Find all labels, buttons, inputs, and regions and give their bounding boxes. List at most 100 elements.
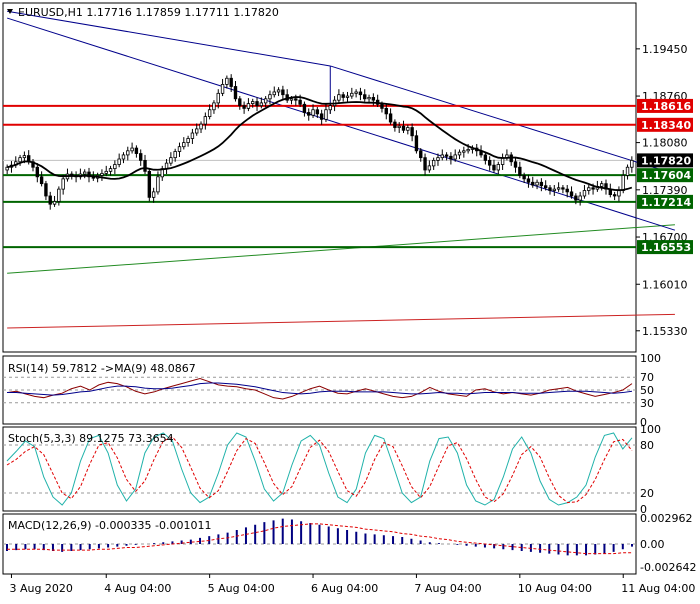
rsi-ytick-label-1: 70: [640, 371, 654, 384]
xtick-label-3: 6 Aug 04:00: [311, 582, 378, 595]
xtick-label-5: 10 Aug 04:00: [518, 582, 592, 595]
candle-body-98: [427, 165, 432, 171]
main-ytick-label-0: 1.19450: [642, 43, 688, 56]
current-price-badge-bg: [637, 153, 693, 168]
candle-body-113: [492, 164, 496, 171]
candle-body-93: [406, 127, 410, 131]
candle-body-50: [220, 84, 225, 94]
candle-body-144: [625, 166, 630, 176]
candle-body-128: [556, 187, 561, 190]
candle-body-85: [371, 97, 376, 101]
candle-body-126: [548, 187, 552, 191]
candle-body-26: [117, 158, 121, 165]
candle-body-62: [272, 91, 276, 96]
xtick-label-1: 4 Aug 04:00: [104, 582, 171, 595]
candle-body-141: [612, 194, 617, 197]
candle-body-87: [380, 103, 384, 109]
candle-body-33: [147, 170, 152, 198]
candle-body-131: [569, 191, 574, 197]
candle-body-53: [233, 86, 238, 100]
title-arrow-icon: [7, 9, 13, 14]
candle-body-133: [578, 195, 582, 201]
support-badge-0-label: 1.17604: [641, 169, 691, 182]
candle-body-130: [565, 188, 569, 193]
rsi-series-1: [7, 382, 633, 396]
candle-body-80: [350, 92, 354, 97]
stoch-ytick-label-3: 0: [640, 503, 647, 516]
candle-body-32: [143, 159, 147, 172]
candle-body-55: [242, 105, 246, 109]
candle-body-83: [363, 94, 367, 100]
candle-body-13: [61, 178, 65, 190]
xtick-label-4: 7 Aug 04:00: [414, 582, 481, 595]
candle-body-57: [251, 101, 255, 104]
candle-body-9: [44, 183, 48, 197]
pane-frame-rsi: [2, 355, 637, 425]
candle-body-122: [531, 181, 535, 186]
trendline-red: [7, 313, 675, 329]
candle-body-77: [337, 94, 341, 101]
channel-upper-line-a: [7, 10, 331, 67]
candle-body-58: [255, 101, 259, 107]
candle-body-104: [453, 154, 457, 160]
resistance-badge-1-label: 1.18340: [641, 119, 691, 132]
rsi-ytick-label-0: 100: [640, 352, 661, 365]
candle-body-74: [324, 109, 328, 120]
candle-body-103: [449, 155, 453, 160]
candle-body-64: [281, 89, 285, 96]
rsi-ytick-label-4: 0: [640, 416, 647, 429]
support-badge-2-bg: [637, 240, 693, 255]
candle-body-29: [130, 147, 134, 152]
candle-body-91: [397, 125, 401, 128]
candle-body-79: [345, 95, 350, 98]
xtick-label-6: 11 Aug 04:00: [621, 582, 695, 595]
candle-body-59: [259, 102, 264, 107]
main-title: EURUSD,H1 1.17716 1.17859 1.17711 1.1782…: [18, 6, 279, 19]
candle-body-125: [543, 185, 548, 189]
macd-title: MACD(12,26,9) -0.000335 -0.001011: [8, 519, 211, 532]
stoch-ytick-label-1: 80: [640, 439, 654, 452]
candle-body-73: [319, 113, 324, 120]
candle-body-71: [311, 109, 315, 116]
main-ytick-label-6: 1.15330: [642, 325, 688, 338]
candle-body-106: [462, 150, 466, 153]
macd-ytick-label-2: -0.002642: [640, 561, 696, 574]
candle-body-120: [522, 175, 526, 180]
candle-body-31: [139, 153, 143, 161]
candle-body-66: [289, 98, 294, 101]
pane-frame-main: [2, 2, 637, 353]
candle-body-10: [48, 195, 52, 205]
stoch-title: Stoch(5,3,3) 89.1275 73.3654: [8, 432, 174, 445]
candle-body-41: [182, 142, 186, 148]
candle-body-112: [487, 159, 492, 166]
trendline-green: [7, 224, 675, 274]
candle-body-42: [186, 138, 190, 143]
candle-body-11: [52, 201, 57, 205]
candle-body-56: [246, 103, 251, 109]
candle-body-27: [121, 154, 126, 160]
candle-body-61: [268, 94, 272, 100]
candle-body-135: [587, 187, 591, 191]
candle-body-78: [341, 94, 345, 98]
candle-body-68: [298, 99, 302, 105]
candle-body-123: [535, 181, 539, 186]
candle-body-88: [384, 107, 388, 115]
candle-body-67: [294, 98, 298, 101]
candle-body-44: [195, 128, 199, 134]
rsi-ytick-label-3: 30: [640, 397, 654, 410]
candle-body-75: [328, 105, 332, 111]
candle-body-19: [87, 171, 91, 178]
candle-body-45: [199, 123, 203, 130]
candle-body-111: [483, 154, 488, 161]
candle-body-51: [225, 77, 229, 85]
stoch-series-0: [6, 432, 633, 506]
candle-body-60: [263, 98, 268, 104]
xtick-label-2: 5 Aug 04:00: [208, 582, 275, 595]
candle-body-94: [410, 127, 414, 137]
resistance-badge-1-bg: [637, 117, 693, 132]
candle-body-22: [100, 172, 104, 176]
candle-body-4: [22, 155, 27, 159]
candle-body-90: [393, 121, 397, 128]
